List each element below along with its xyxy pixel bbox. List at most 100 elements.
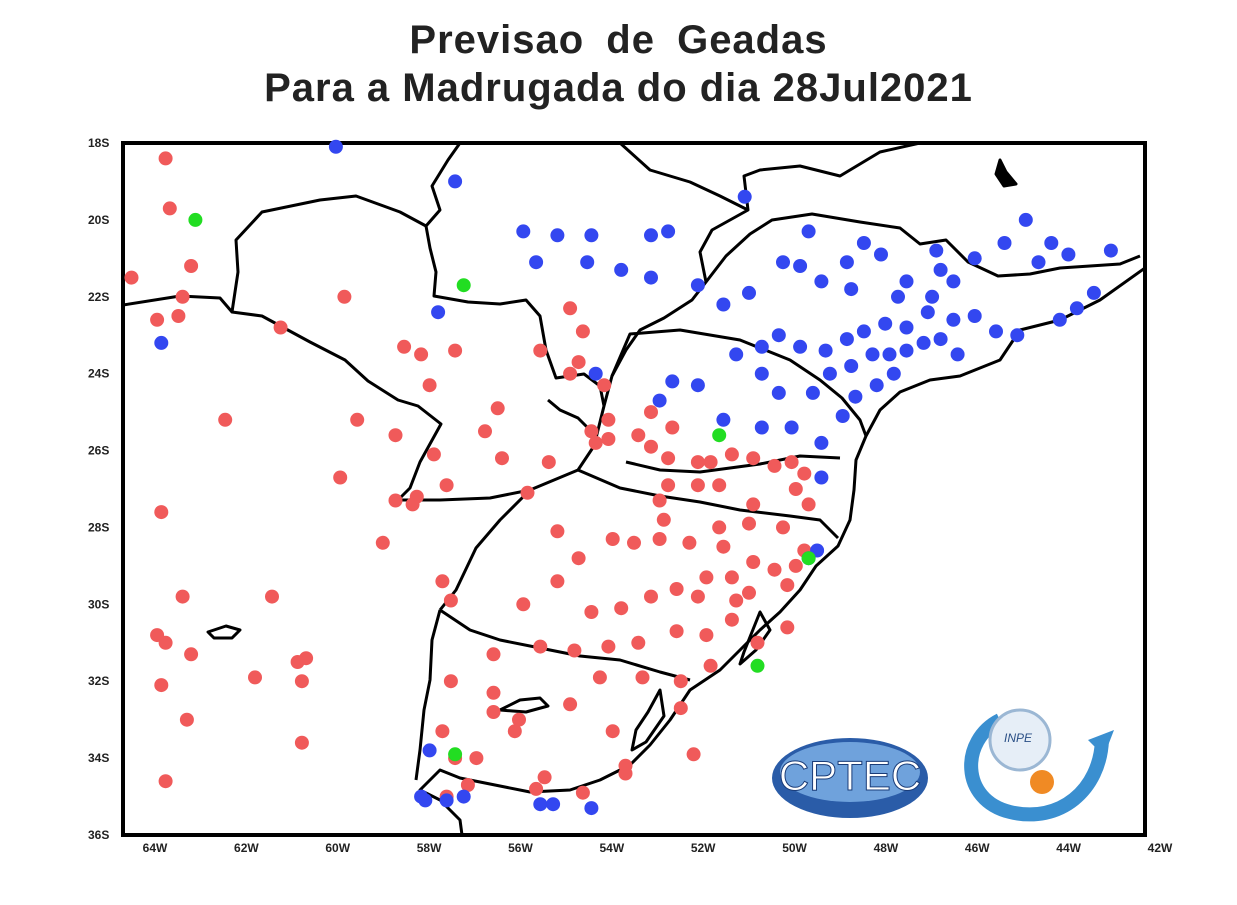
station-marker bbox=[597, 378, 612, 393]
station-marker bbox=[188, 212, 203, 227]
station-marker bbox=[669, 624, 684, 639]
station-marker bbox=[486, 685, 501, 700]
station-marker bbox=[801, 497, 816, 512]
station-marker bbox=[567, 643, 582, 658]
y-tick-label: 22S bbox=[88, 290, 109, 304]
station-marker bbox=[865, 347, 880, 362]
station-marker bbox=[673, 701, 688, 716]
station-marker bbox=[448, 343, 463, 358]
station-marker bbox=[652, 532, 667, 546]
station-marker bbox=[388, 428, 403, 443]
station-marker bbox=[750, 635, 765, 650]
station-marker bbox=[575, 785, 590, 800]
inpe-logo: INPE bbox=[964, 708, 1114, 822]
map-title: Previsao de Geadas bbox=[409, 18, 828, 62]
station-marker bbox=[835, 409, 850, 423]
station-marker bbox=[265, 589, 279, 604]
map-subtitle: Para a Madrugada do dia 28Jul2021 bbox=[264, 66, 973, 110]
station-marker bbox=[550, 574, 565, 589]
station-marker bbox=[920, 305, 935, 320]
brazil-bolivia-north bbox=[424, 142, 462, 227]
station-marker bbox=[703, 455, 718, 470]
station-marker bbox=[899, 320, 914, 335]
station-marker bbox=[426, 447, 441, 462]
station-marker bbox=[154, 678, 169, 693]
station-marker bbox=[737, 189, 752, 204]
station-marker bbox=[435, 574, 450, 589]
station-marker bbox=[158, 151, 173, 166]
station-marker bbox=[925, 289, 940, 304]
rio-de-janeiro-bay bbox=[994, 158, 1018, 188]
station-marker bbox=[724, 570, 739, 585]
station-marker bbox=[652, 493, 667, 508]
minas-gerais-north bbox=[618, 141, 749, 212]
cptec-logo-highlight bbox=[780, 742, 920, 802]
station-marker bbox=[724, 612, 739, 627]
station-marker bbox=[350, 412, 365, 427]
station-marker bbox=[686, 747, 701, 762]
sc-rs-border bbox=[577, 468, 840, 540]
station-marker bbox=[294, 735, 309, 750]
station-marker bbox=[273, 320, 288, 335]
station-marker bbox=[456, 789, 471, 804]
station-marker bbox=[661, 224, 676, 239]
station-marker bbox=[746, 451, 761, 466]
station-marker bbox=[644, 439, 658, 454]
x-tick-label: 56W bbox=[508, 841, 533, 855]
station-marker bbox=[690, 378, 705, 393]
station-marker bbox=[150, 312, 165, 327]
station-marker bbox=[605, 724, 620, 739]
station-marker bbox=[179, 712, 194, 727]
station-marker bbox=[933, 332, 948, 347]
station-marker bbox=[469, 751, 484, 766]
station-marker bbox=[405, 497, 420, 512]
station-marker bbox=[746, 497, 761, 512]
boundaries bbox=[122, 141, 1146, 836]
station-marker bbox=[767, 562, 782, 577]
station-marker bbox=[337, 289, 352, 304]
station-marker bbox=[397, 339, 412, 354]
station-marker bbox=[742, 585, 756, 600]
station-marker bbox=[869, 378, 884, 393]
station-marker bbox=[771, 328, 786, 343]
station-marker bbox=[486, 647, 501, 662]
station-marker bbox=[184, 647, 199, 662]
station-marker bbox=[158, 774, 173, 789]
station-marker bbox=[601, 412, 616, 427]
station-marker bbox=[422, 378, 437, 393]
cptec-logo-text: CPTEC bbox=[779, 752, 921, 799]
argentina-lake bbox=[206, 624, 242, 640]
station-marker bbox=[712, 478, 727, 493]
station-marker bbox=[512, 712, 526, 727]
uruguay-argentina-border bbox=[414, 609, 442, 781]
bolivia-south-border bbox=[230, 194, 427, 313]
station-marker bbox=[533, 797, 548, 812]
x-tick-label: 54W bbox=[599, 841, 624, 855]
station-marker bbox=[690, 455, 705, 470]
y-tick-label: 36S bbox=[88, 828, 109, 842]
station-marker bbox=[418, 793, 433, 808]
station-marker bbox=[788, 482, 803, 496]
x-tick-label: 52W bbox=[691, 841, 716, 855]
atlantic-coast bbox=[418, 266, 1146, 836]
goias-border bbox=[698, 141, 921, 283]
y-tick-label: 24S bbox=[88, 367, 109, 381]
x-tick-label: 62W bbox=[234, 841, 259, 855]
station-marker bbox=[478, 424, 492, 439]
station-marker bbox=[328, 139, 343, 154]
station-marker bbox=[788, 558, 803, 573]
station-marker bbox=[750, 658, 765, 673]
station-marker bbox=[486, 705, 501, 719]
station-marker bbox=[435, 724, 450, 739]
station-marker bbox=[746, 555, 761, 569]
station-marker bbox=[490, 401, 505, 416]
station-marker bbox=[154, 335, 169, 350]
station-marker bbox=[916, 335, 931, 350]
station-marker bbox=[124, 270, 139, 285]
station-marker bbox=[162, 201, 177, 216]
station-marker bbox=[627, 535, 641, 550]
station-marker bbox=[448, 174, 463, 189]
station-marker bbox=[801, 551, 816, 566]
station-marker bbox=[635, 670, 650, 685]
station-marker bbox=[754, 420, 769, 435]
